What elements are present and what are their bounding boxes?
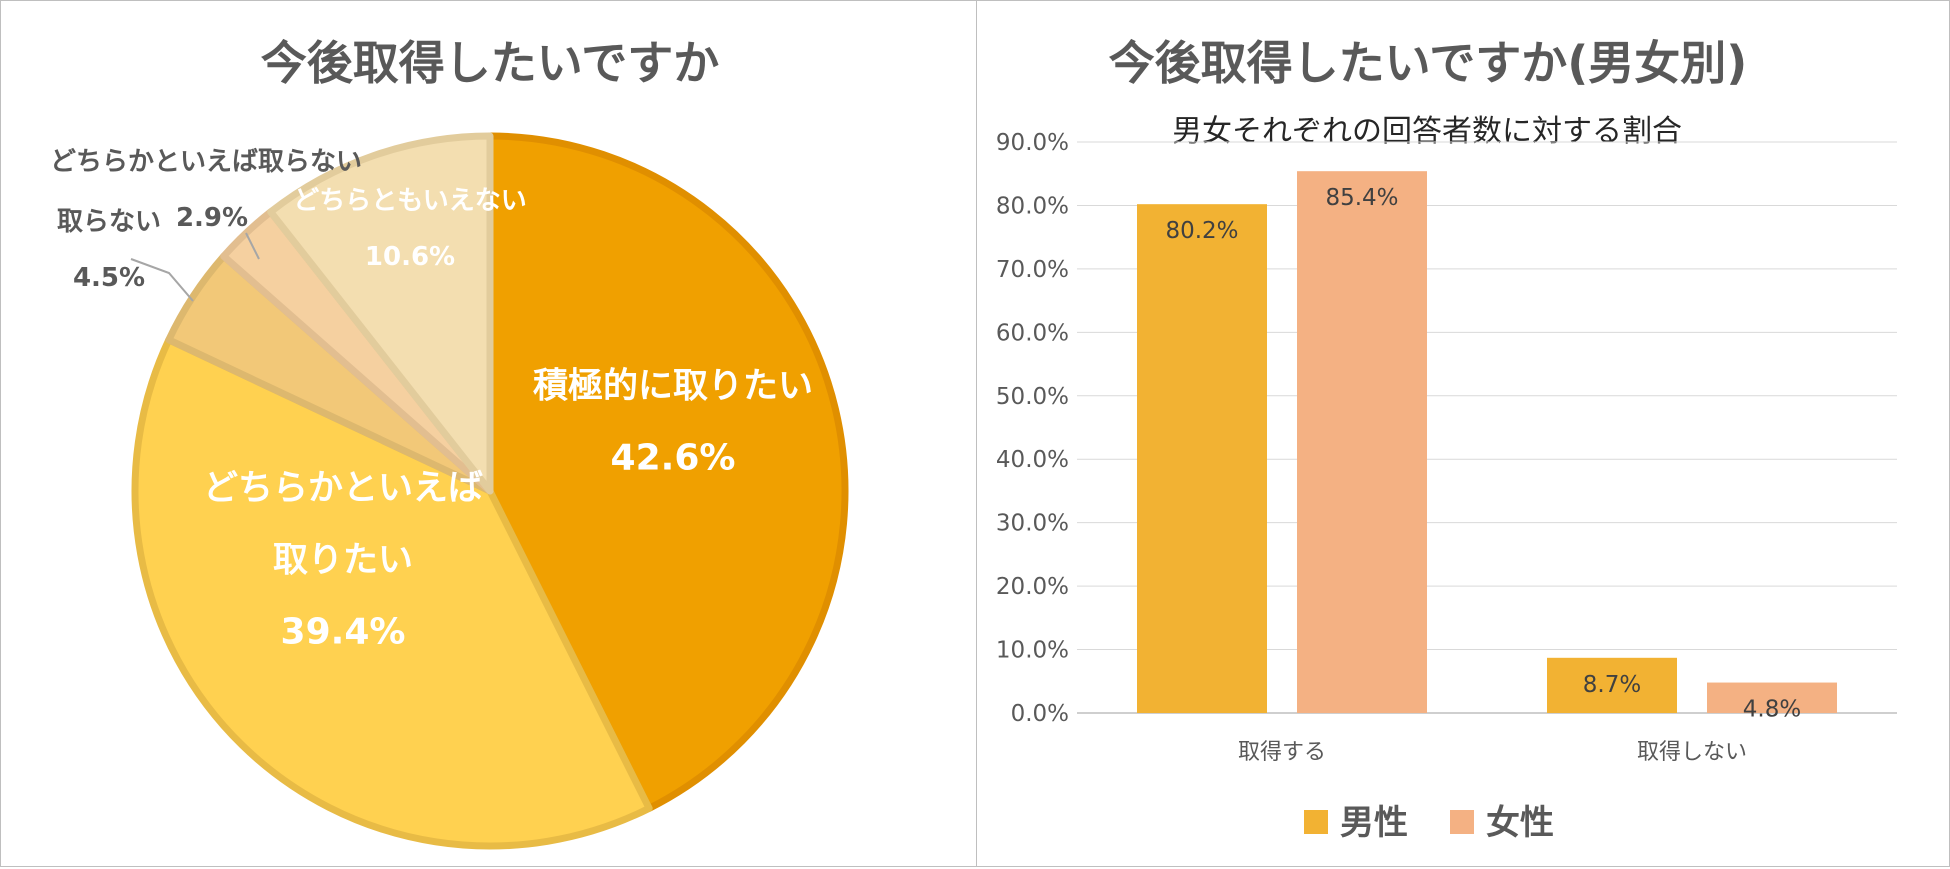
y-tick-label: 50.0% (996, 384, 1069, 410)
pie-slice (131, 336, 653, 850)
x-category-label: 取得しない (1637, 740, 1747, 765)
bar (1137, 204, 1267, 714)
y-tick-label: 80.0% (996, 193, 1069, 219)
pie-label: 取らない (57, 207, 161, 237)
pie-label: どちらかといえば取らない (50, 147, 362, 177)
bar-data-label: 80.2% (1165, 218, 1238, 244)
pie-value-label: 39.4% (281, 611, 406, 652)
pie-label: どちらかといえば (203, 468, 483, 508)
y-tick-label: 90.0% (996, 130, 1069, 156)
y-tick-label: 20.0% (996, 574, 1069, 600)
bar (1707, 682, 1837, 713)
pie-leader-line (245, 232, 260, 260)
legend-swatch (1304, 810, 1328, 834)
bar (1547, 657, 1677, 713)
y-tick-label: 70.0% (996, 257, 1069, 283)
bar-data-label: 85.4% (1325, 185, 1398, 211)
pie-label: 積極的に取りたい (533, 366, 813, 406)
x-category-label: 取得する (1238, 740, 1326, 765)
y-tick-label: 30.0% (996, 511, 1069, 537)
pie-value-label: 4.5% (73, 263, 145, 293)
pie-label: 取りたい (273, 540, 413, 580)
y-tick-label: 60.0% (996, 320, 1069, 346)
bar-data-label: 4.8% (1743, 697, 1801, 723)
pie-value-label: 42.6% (611, 437, 736, 478)
y-tick-label: 10.0% (996, 638, 1069, 664)
pie-value-label: 10.6% (365, 242, 455, 272)
y-tick-label: 0.0% (1011, 701, 1069, 727)
pie-leader-line (130, 258, 194, 302)
y-tick-label: 40.0% (996, 447, 1069, 473)
bar-chart-panel: 今後取得したいですか(男女別) 男女それぞれの回答者数に対する割合 0.0% 10… (976, 0, 1950, 867)
legend-label: 男性 (1340, 803, 1408, 843)
pie-slice (486, 132, 849, 812)
legend-label: 女性 (1486, 803, 1554, 843)
bar-chart-subtitle: 男女それぞれの回答者数に対する割合 (1172, 114, 1682, 149)
bar (1297, 171, 1427, 713)
pie-chart-title: 今後取得したいですか (261, 36, 720, 90)
bar-chart: 今後取得したいですか(男女別) 男女それぞれの回答者数に対する割合 0.0% 10… (996, 36, 1897, 843)
legend-swatch (1450, 810, 1474, 834)
pie-label: どちらともいえない (293, 186, 526, 216)
pie-chart-panel: 今後取得したいですか 積極的に取りたい 42.6% どちらかといえば 取りたい 39.4… (0, 0, 977, 867)
pie-slice (267, 132, 494, 495)
pie-value-label: 2.9% (176, 203, 248, 233)
bar-chart-title: 今後取得したいですか(男女別) (1109, 36, 1748, 90)
bar-data-label: 8.7% (1583, 672, 1641, 698)
